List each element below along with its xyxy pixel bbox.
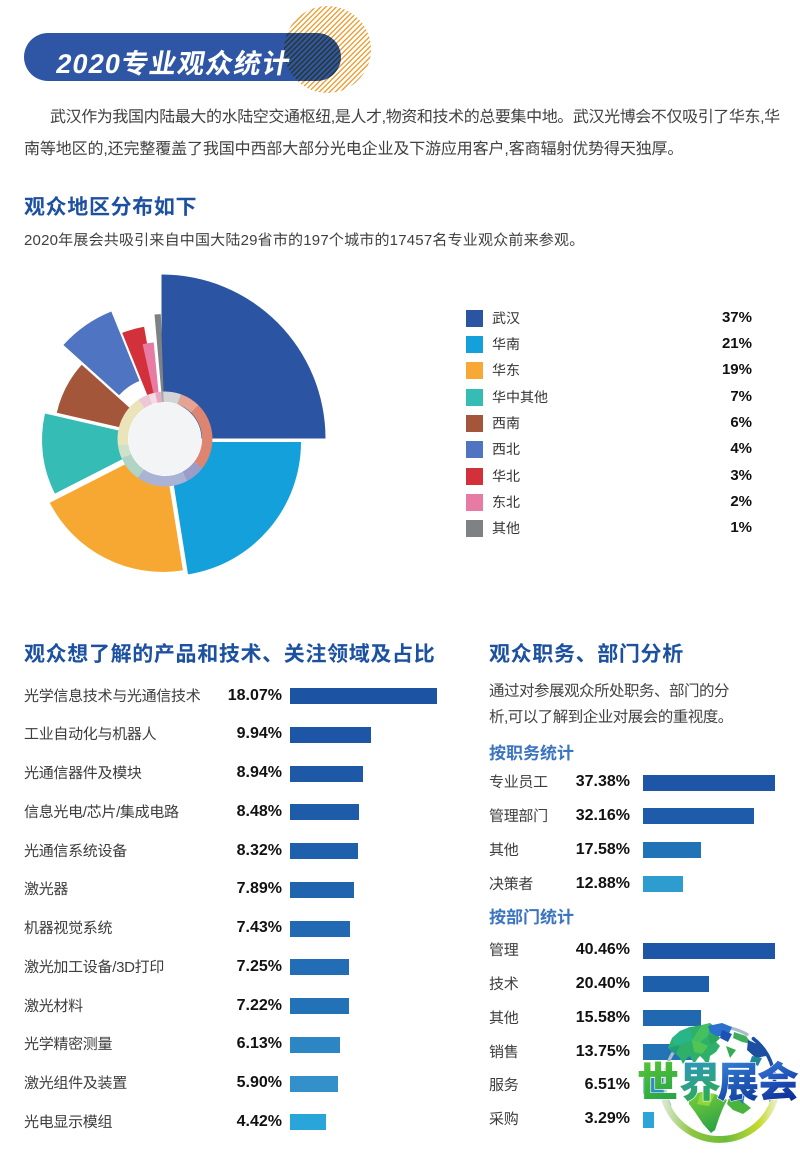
svg-text:世: 世 [637, 1049, 679, 1110]
svg-text:界: 界 [679, 1049, 721, 1110]
svg-text:展: 展 [717, 1049, 759, 1110]
svg-text:会: 会 [757, 1049, 799, 1110]
